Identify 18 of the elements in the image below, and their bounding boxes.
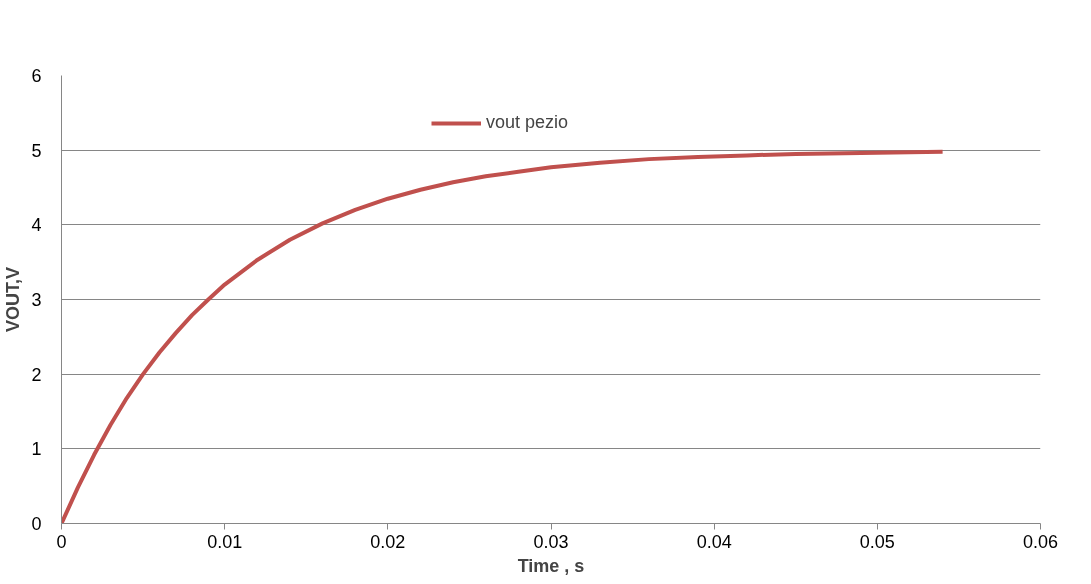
x-tick-label: 0.02: [370, 531, 406, 552]
x-tick-label: 0.06: [1022, 531, 1059, 552]
y-tick-label: 0: [31, 514, 42, 534]
legend-label: vout pezio: [486, 112, 569, 133]
y-tick-label: 1: [31, 439, 42, 460]
y-tick-label: 6: [31, 66, 42, 86]
y-axis-title: VOUT,V: [3, 266, 24, 333]
x-tick-label: 0.04: [696, 531, 732, 552]
y-tick-label: 5: [31, 140, 42, 161]
y-tick-label: 2: [31, 364, 42, 385]
x-tick-label: 0.03: [533, 531, 569, 552]
y-tick-label: 4: [31, 215, 42, 236]
x-axis-title: Time , s: [517, 555, 585, 576]
x-tick-label: 0.05: [859, 531, 895, 552]
x-tick-label: 0.01: [207, 531, 243, 552]
y-tick-label: 3: [31, 290, 42, 310]
x-tick-label: 0: [56, 531, 67, 552]
line-series: [61, 149, 945, 524]
